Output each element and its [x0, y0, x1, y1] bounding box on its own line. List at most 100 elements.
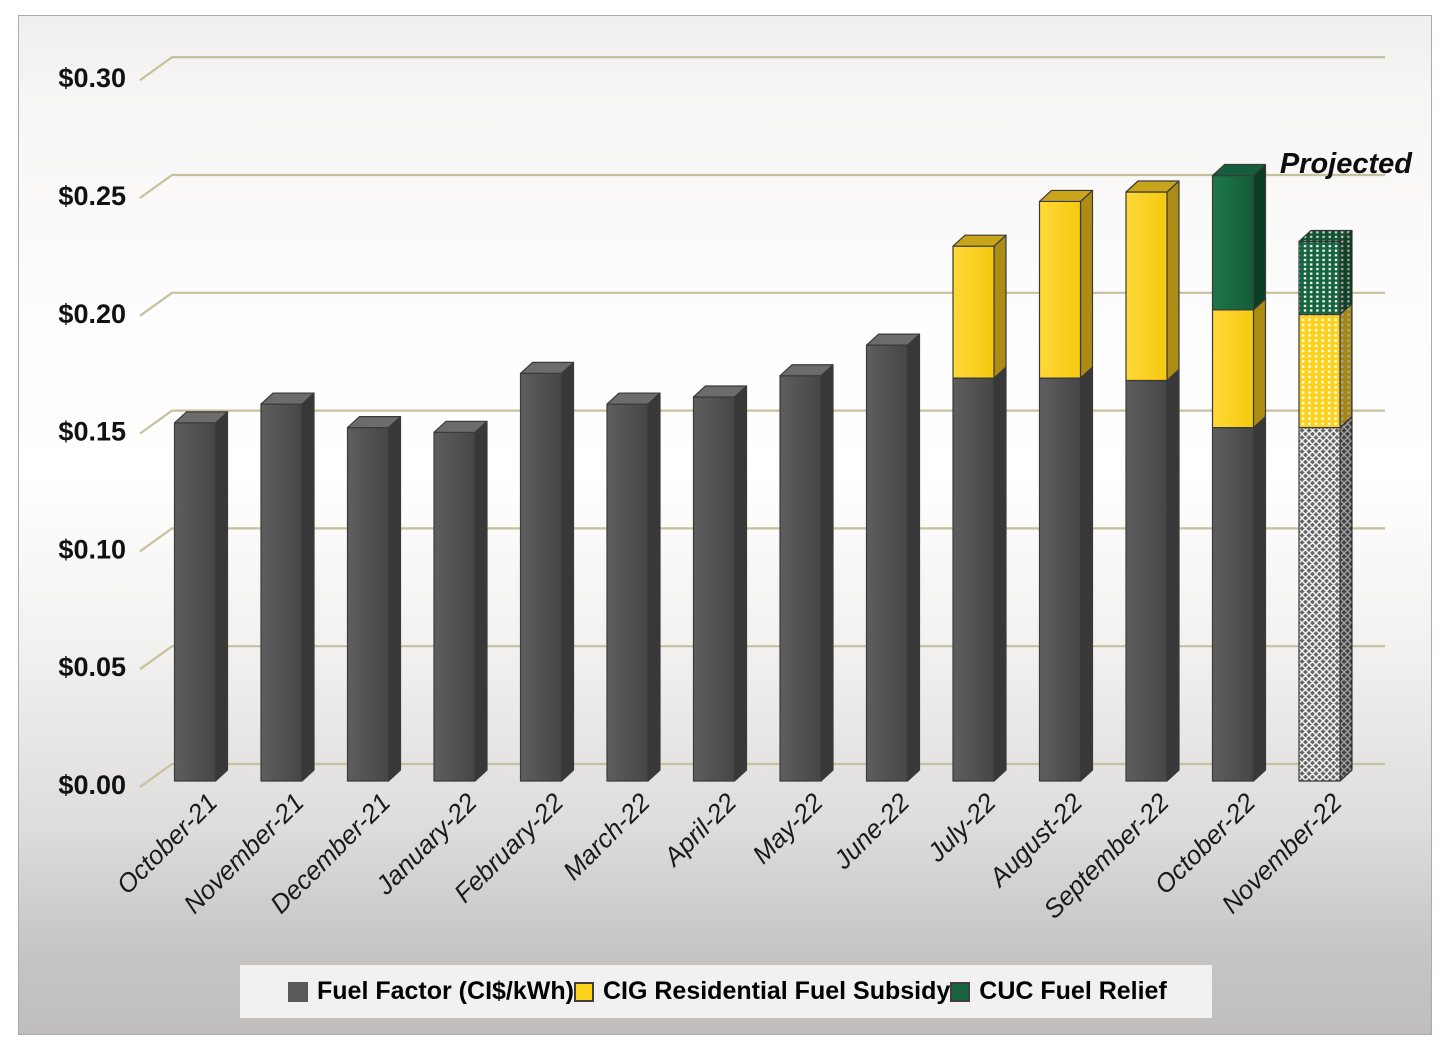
- projected-annotation: Projected: [1279, 148, 1412, 180]
- gridline-$0.20: [139, 291, 1385, 317]
- segment-front-august-22-s0: [1038, 377, 1082, 782]
- segment-front-june-22-s0: [865, 344, 909, 782]
- y-tick-$0.30: $0.30: [58, 63, 126, 93]
- side-shade: [1340, 416, 1352, 781]
- bar-august-22: [1038, 189, 1094, 782]
- segment-side-october-21-s0: [214, 411, 229, 782]
- segment-front-december-21-s0: [346, 427, 390, 782]
- segment-side-march-22-s0: [647, 392, 661, 782]
- segment-side-january-22-s0: [474, 420, 488, 782]
- segment-side-september-22-s0: [1166, 368, 1180, 782]
- bar-top-january-22: [433, 420, 488, 433]
- bar-april-22: [692, 385, 748, 782]
- y-tick-$0.15: $0.15: [58, 417, 126, 447]
- segment-side-april-22-s0: [733, 385, 748, 782]
- y-axis-labels: $0.30 $0.25 $0.20 $0.15 $0.10 $0.05 $0.00: [58, 63, 126, 800]
- segment-front-july-22-s0: [952, 377, 995, 782]
- bar-top-march-22: [606, 392, 661, 405]
- bar-top-june-22: [865, 333, 921, 346]
- gridline-$0.15: [139, 409, 1385, 435]
- bar-top-september-22: [1125, 180, 1180, 193]
- legend-item-fuel-factor: Fuel Factor (CI$/kWh): [288, 977, 574, 1006]
- segment-side-february-22-s0: [560, 361, 575, 782]
- x-tick-june-22: June-22: [827, 787, 916, 876]
- segment-side-july-22-s0: [993, 366, 1007, 782]
- bars: [173, 163, 1353, 782]
- segment-front-october-22-s2: [1211, 174, 1255, 311]
- bar-may-22: [779, 364, 834, 782]
- bar-top-december-21: [346, 416, 402, 429]
- segment-front-september-22-s0: [1125, 379, 1168, 782]
- segment-side-august-22-s0: [1079, 366, 1094, 782]
- bar-july-22: [952, 234, 1007, 782]
- gridline-$0.30: [139, 56, 1385, 82]
- bar-february-22: [519, 361, 575, 782]
- bar-top-may-22: [779, 364, 834, 377]
- segment-side-october-22-s0: [1252, 416, 1267, 782]
- gridline-$0.25: [139, 173, 1385, 199]
- cig-subsidy-label: CIG Residential Fuel Subsidy: [602, 977, 951, 1005]
- segment-side-december-21-s0: [387, 416, 402, 782]
- fuel-factor-label: Fuel Factor (CI$/kWh): [317, 977, 574, 1005]
- gridlines: [139, 56, 1385, 788]
- segment-front-august-22-s1: [1038, 200, 1082, 379]
- bar-top-october-21: [173, 411, 229, 424]
- bar-top-november-21: [260, 392, 315, 405]
- x-tick-july-22: July-22: [921, 787, 1003, 869]
- segment-side-may-22-s0: [820, 364, 834, 782]
- top-shade: [1299, 230, 1352, 242]
- x-tick-april-22: April-22: [656, 787, 742, 873]
- segment-front-july-22-s1: [952, 245, 995, 379]
- x-tick-may-22: May-22: [746, 787, 829, 870]
- x-axis-labels: October-21November-21December-21January-…: [110, 787, 1348, 925]
- segment-front-may-22-s0: [779, 375, 822, 782]
- cuc-relief-swatch: [950, 981, 971, 1002]
- segment-front-september-22-s1: [1125, 191, 1168, 382]
- bar-october-22: [1211, 163, 1267, 782]
- segment-side-october-22-s2: [1252, 163, 1267, 311]
- cig-subsidy-swatch: [573, 981, 594, 1002]
- bar-december-21: [346, 416, 402, 782]
- segment-side-june-22-s0: [906, 333, 921, 782]
- bar-top-november-22: [1298, 229, 1353, 243]
- legend-item-cig-subsidy: CIG Residential Fuel Subsidy: [573, 977, 951, 1006]
- side-shade: [1340, 230, 1352, 315]
- segment-front-march-22-s0: [606, 403, 649, 782]
- y-tick-$0.20: $0.20: [58, 299, 126, 329]
- bar-november-22: [1298, 229, 1353, 782]
- gridline-$0.05: [139, 645, 1385, 671]
- x-tick-march-22: March-22: [557, 787, 656, 886]
- segment-side-july-22-s1: [993, 234, 1007, 379]
- bar-november-21: [260, 392, 315, 782]
- y-tick-$0.10: $0.10: [58, 534, 126, 564]
- side-shade: [1340, 303, 1352, 428]
- bar-top-april-22: [692, 385, 748, 398]
- bar-top-august-22: [1038, 189, 1094, 203]
- y-tick-$0.05: $0.05: [58, 652, 126, 682]
- bar-september-22: [1125, 180, 1180, 782]
- gridline-$0.00: [139, 762, 1385, 788]
- bar-october-21: [173, 411, 229, 782]
- segment-side-november-21-s0: [301, 392, 315, 782]
- segment-front-february-22-s0: [519, 372, 563, 782]
- segment-side-august-22-s1: [1079, 189, 1094, 379]
- cuc-relief-label: CUC Fuel Relief: [979, 977, 1167, 1005]
- bar-top-july-22: [952, 234, 1007, 247]
- bar-top-february-22: [519, 361, 575, 375]
- gridline-$0.10: [139, 527, 1385, 553]
- segment-front-november-21-s0: [260, 403, 303, 782]
- segment-front-october-22-s0: [1211, 427, 1255, 782]
- bar-june-22: [865, 333, 921, 782]
- segment-front-october-21-s0: [173, 422, 217, 782]
- y-tick-$0.00: $0.00: [58, 770, 126, 800]
- segment-front-november-22-s0: [1298, 427, 1341, 782]
- segment-front-april-22-s0: [692, 396, 736, 782]
- segment-side-october-22-s1: [1252, 298, 1267, 429]
- legend-item-cuc-relief: CUC Fuel Relief: [950, 977, 1167, 1006]
- segment-front-january-22-s0: [433, 431, 476, 782]
- bar-top-october-22: [1211, 163, 1267, 177]
- bar-january-22: [433, 420, 488, 782]
- bar-march-22: [606, 392, 661, 782]
